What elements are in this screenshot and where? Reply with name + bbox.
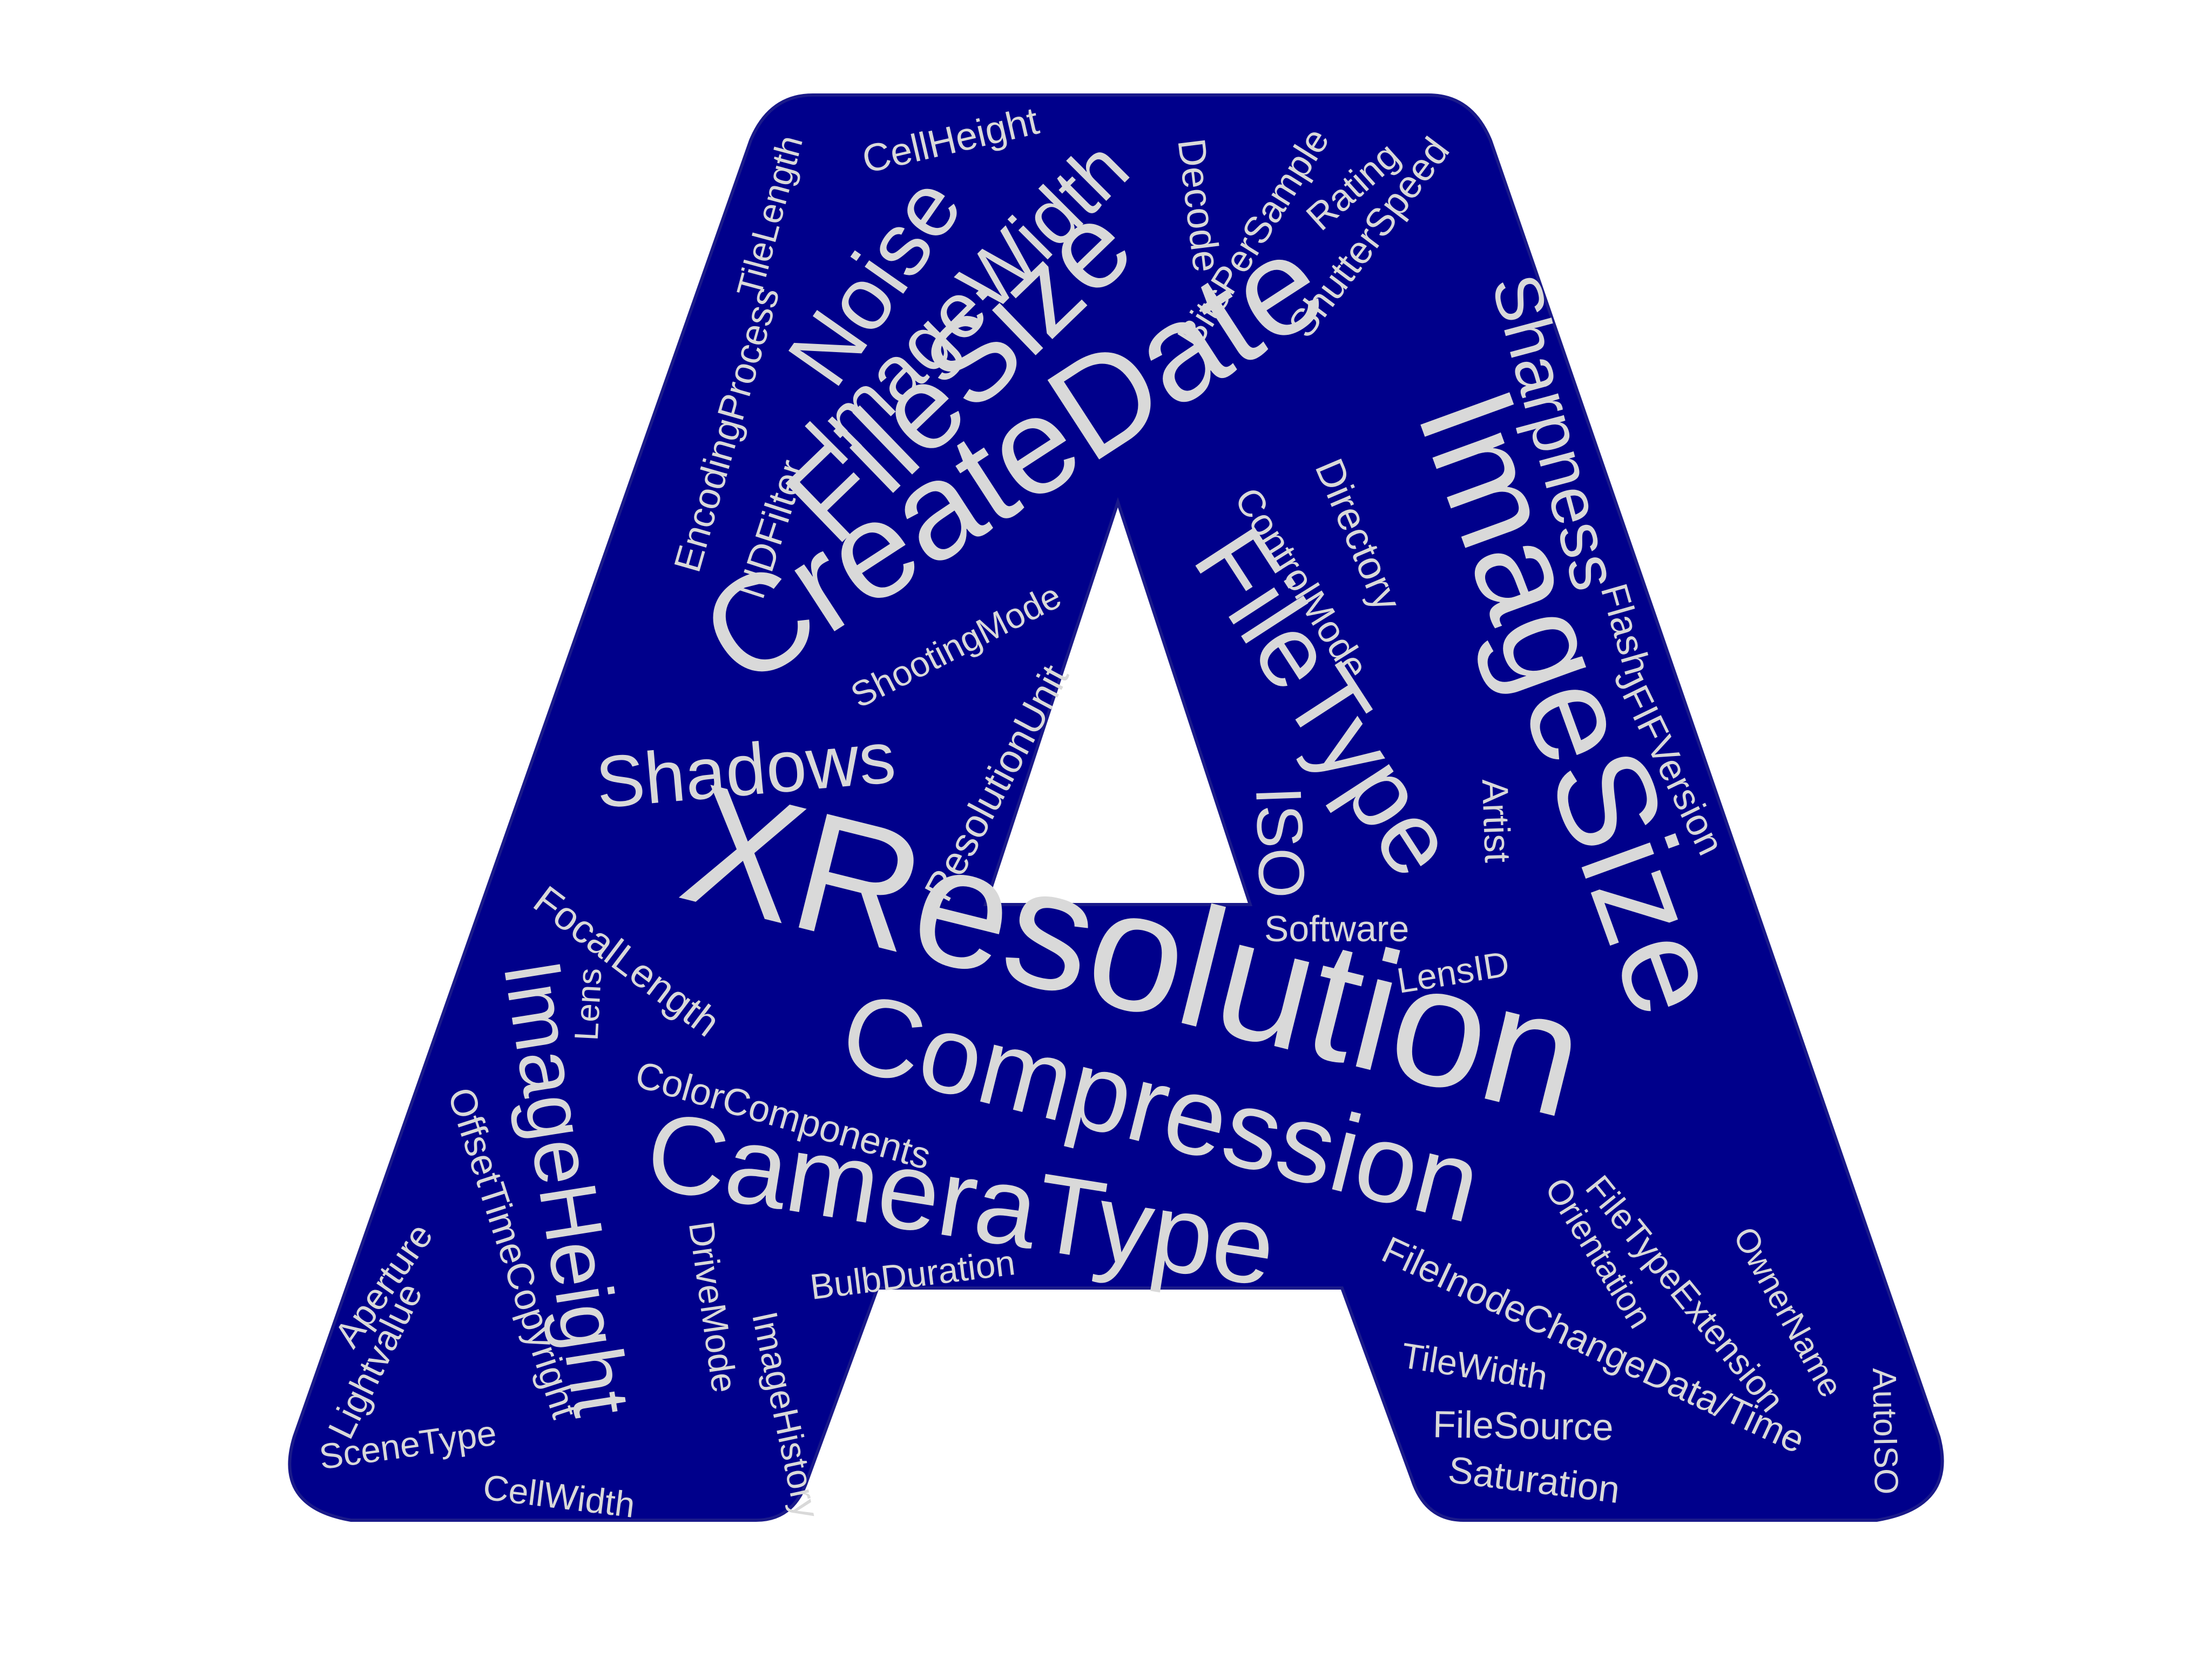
word-lens: Lens — [568, 967, 609, 1042]
word-artist: Artist — [1474, 778, 1518, 864]
word-filesource: FileSource — [1432, 1403, 1614, 1448]
word-iso: ISO — [1242, 785, 1318, 900]
word-software: Software — [1264, 908, 1410, 949]
word-autoiso: AutoISO — [1865, 1367, 1905, 1495]
letter-a-outline — [288, 93, 1944, 1522]
